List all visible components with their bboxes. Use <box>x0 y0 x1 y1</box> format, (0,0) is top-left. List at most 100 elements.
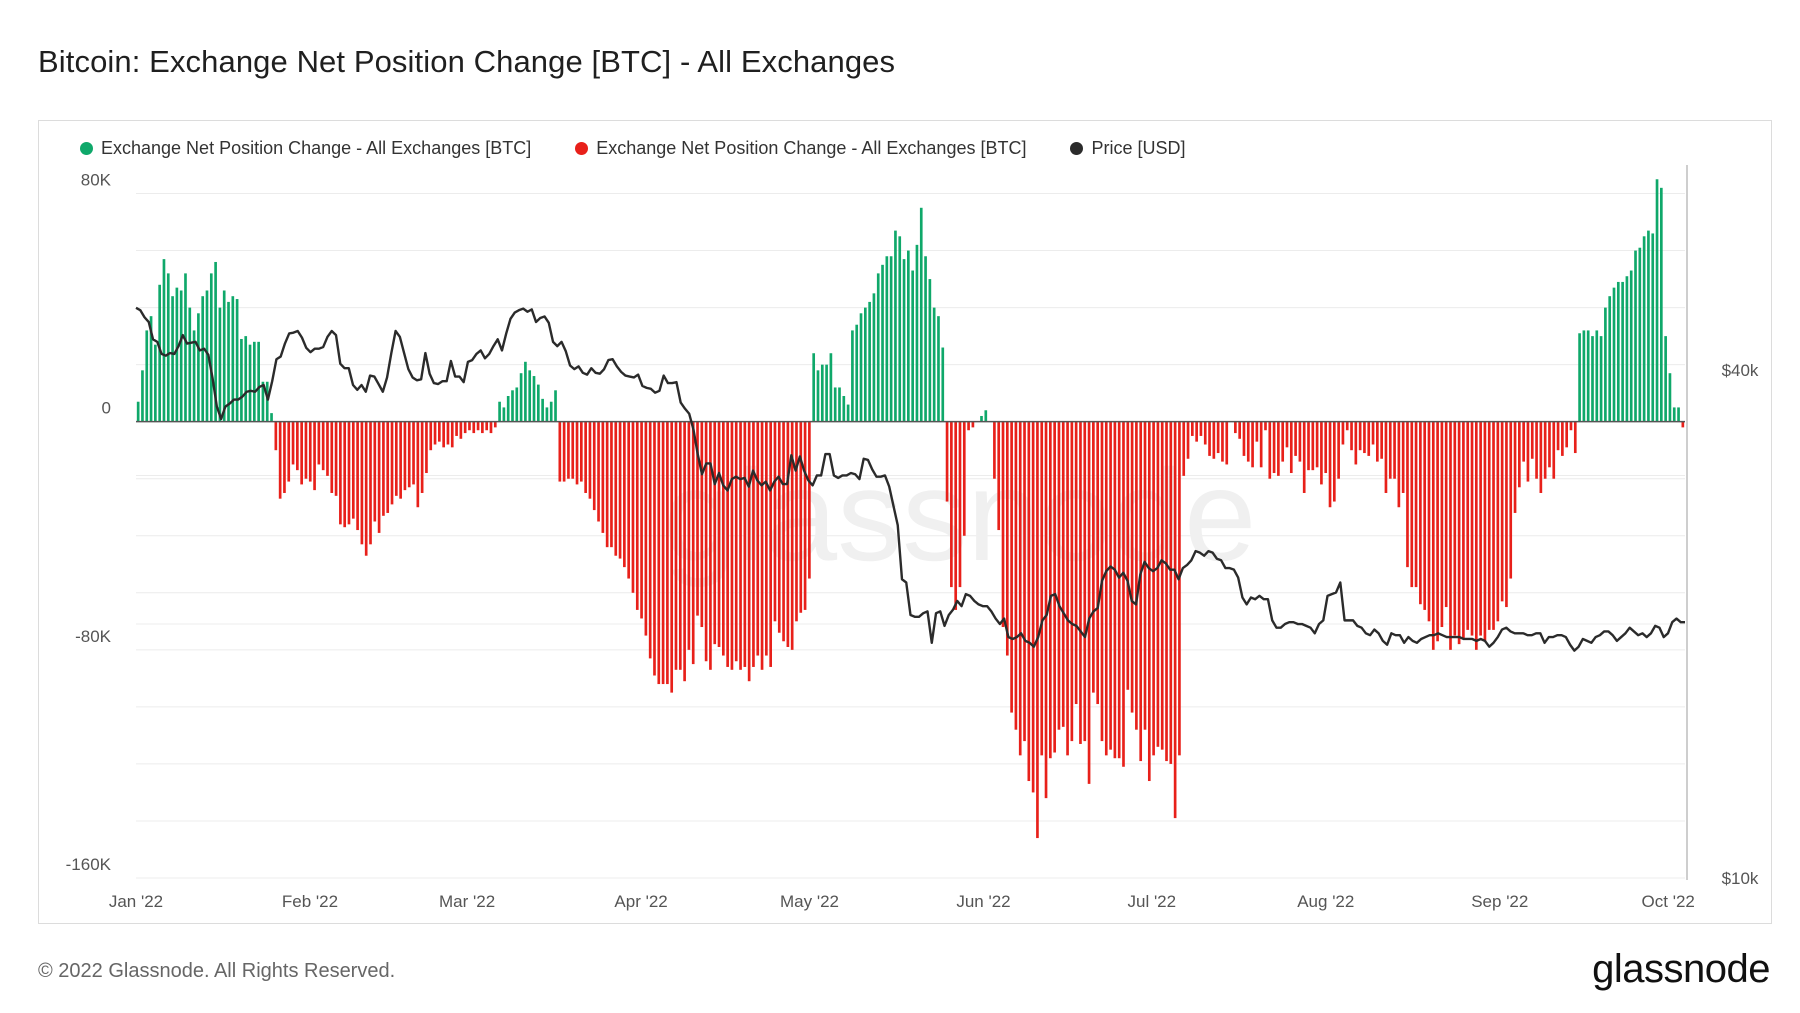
bar-inflow[interactable] <box>192 330 196 422</box>
bar-outflow[interactable] <box>394 421 398 496</box>
legend-item-price[interactable]: Price [USD] <box>1070 138 1186 159</box>
bar-outflow[interactable] <box>364 421 368 556</box>
bar-inflow[interactable] <box>154 344 157 422</box>
bar-inflow[interactable] <box>902 259 906 422</box>
bar-inflow[interactable] <box>980 415 983 422</box>
bar-inflow[interactable] <box>240 338 243 422</box>
bar-outflow[interactable] <box>700 421 704 628</box>
bar-outflow[interactable] <box>1440 421 1444 628</box>
bar-outflow[interactable] <box>291 421 295 465</box>
bar-outflow[interactable] <box>584 421 587 493</box>
bar-outflow[interactable] <box>1298 421 1302 462</box>
bar-inflow[interactable] <box>881 264 884 422</box>
bar-inflow[interactable] <box>222 290 226 422</box>
bar-outflow[interactable] <box>317 421 321 465</box>
bar-inflow[interactable] <box>846 404 850 422</box>
bar-outflow[interactable] <box>760 421 764 670</box>
bar-inflow[interactable] <box>184 273 187 422</box>
bar-inflow[interactable] <box>1664 336 1667 422</box>
bar-outflow[interactable] <box>1518 421 1521 488</box>
bar-outflow[interactable] <box>1117 421 1121 759</box>
bar-outflow[interactable] <box>296 421 299 471</box>
bar-outflow[interactable] <box>1354 421 1358 465</box>
bar-inflow[interactable] <box>145 330 149 422</box>
bar-inflow[interactable] <box>188 307 192 422</box>
bar-outflow[interactable] <box>1057 421 1061 730</box>
bar-inflow[interactable] <box>201 296 205 422</box>
bar-outflow[interactable] <box>1018 421 1022 756</box>
bar-inflow[interactable] <box>506 396 510 422</box>
bar-inflow[interactable] <box>1629 270 1633 422</box>
bar-outflow[interactable] <box>1139 421 1143 762</box>
bar-outflow[interactable] <box>403 421 407 491</box>
bar-outflow[interactable] <box>1246 421 1250 462</box>
bar-outflow[interactable] <box>717 421 721 647</box>
bar-outflow[interactable] <box>1573 421 1577 454</box>
bar-inflow[interactable] <box>1634 250 1637 422</box>
bar-inflow[interactable] <box>209 273 213 422</box>
bar-outflow[interactable] <box>739 421 742 670</box>
bar-outflow[interactable] <box>1061 421 1065 727</box>
legend-item-inflow[interactable]: Exchange Net Position Change - All Excha… <box>80 138 531 159</box>
bar-outflow[interactable] <box>1320 421 1323 485</box>
bar-outflow[interactable] <box>1410 421 1414 588</box>
bar-outflow[interactable] <box>1186 421 1190 459</box>
bar-inflow[interactable] <box>1608 296 1612 422</box>
bar-outflow[interactable] <box>1156 421 1160 747</box>
bar-inflow[interactable] <box>851 330 854 422</box>
bar-outflow[interactable] <box>1513 421 1517 513</box>
bar-outflow[interactable] <box>1001 421 1005 628</box>
bar-inflow[interactable] <box>1621 281 1624 422</box>
bar-inflow[interactable] <box>1642 236 1646 422</box>
bar-outflow[interactable] <box>476 421 480 431</box>
bar-outflow[interactable] <box>1522 421 1525 462</box>
bar-outflow[interactable] <box>308 421 312 482</box>
bar-inflow[interactable] <box>1604 307 1607 422</box>
bar-outflow[interactable] <box>1173 421 1177 819</box>
bar-outflow[interactable] <box>786 421 790 647</box>
bar-outflow[interactable] <box>1191 421 1194 436</box>
bar-inflow[interactable] <box>1625 276 1629 422</box>
bar-inflow[interactable] <box>554 390 557 422</box>
bar-outflow[interactable] <box>1341 421 1345 445</box>
bar-inflow[interactable] <box>1655 179 1659 422</box>
bar-inflow[interactable] <box>1660 187 1663 422</box>
bar-outflow[interactable] <box>1371 421 1375 445</box>
bar-inflow[interactable] <box>265 381 269 422</box>
bar-outflow[interactable] <box>1216 421 1220 454</box>
bar-inflow[interactable] <box>511 390 514 422</box>
bar-outflow[interactable] <box>635 421 639 610</box>
bar-outflow[interactable] <box>442 421 445 448</box>
bar-inflow[interactable] <box>536 384 540 422</box>
bar-outflow[interactable] <box>696 421 699 616</box>
bar-inflow[interactable] <box>214 261 217 422</box>
bar-inflow[interactable] <box>911 270 914 422</box>
bar-outflow[interactable] <box>1023 421 1026 742</box>
bar-outflow[interactable] <box>631 421 635 593</box>
bar-inflow[interactable] <box>541 398 544 422</box>
bar-outflow[interactable] <box>1126 421 1130 690</box>
bar-inflow[interactable] <box>924 256 927 422</box>
bar-inflow[interactable] <box>984 410 988 422</box>
bar-outflow[interactable] <box>485 421 489 431</box>
bar-inflow[interactable] <box>859 313 863 422</box>
bar-inflow[interactable] <box>863 307 867 422</box>
bar-inflow[interactable] <box>519 373 523 422</box>
bar-outflow[interactable] <box>412 421 415 485</box>
bar-outflow[interactable] <box>425 421 428 474</box>
bar-outflow[interactable] <box>481 421 484 434</box>
bar-outflow[interactable] <box>1109 421 1112 750</box>
bar-outflow[interactable] <box>1470 421 1474 636</box>
bar-outflow[interactable] <box>1268 421 1272 479</box>
bar-outflow[interactable] <box>1358 421 1362 451</box>
bar-inflow[interactable] <box>257 341 260 422</box>
bar-outflow[interactable] <box>756 421 760 656</box>
bar-outflow[interactable] <box>1272 421 1276 474</box>
bar-outflow[interactable] <box>1414 421 1418 588</box>
bar-outflow[interactable] <box>597 421 600 522</box>
bar-outflow[interactable] <box>1496 421 1500 622</box>
bar-outflow[interactable] <box>1289 421 1293 474</box>
bar-outflow[interactable] <box>1509 421 1513 579</box>
bar-inflow[interactable] <box>158 284 161 422</box>
bar-outflow[interactable] <box>450 421 454 448</box>
